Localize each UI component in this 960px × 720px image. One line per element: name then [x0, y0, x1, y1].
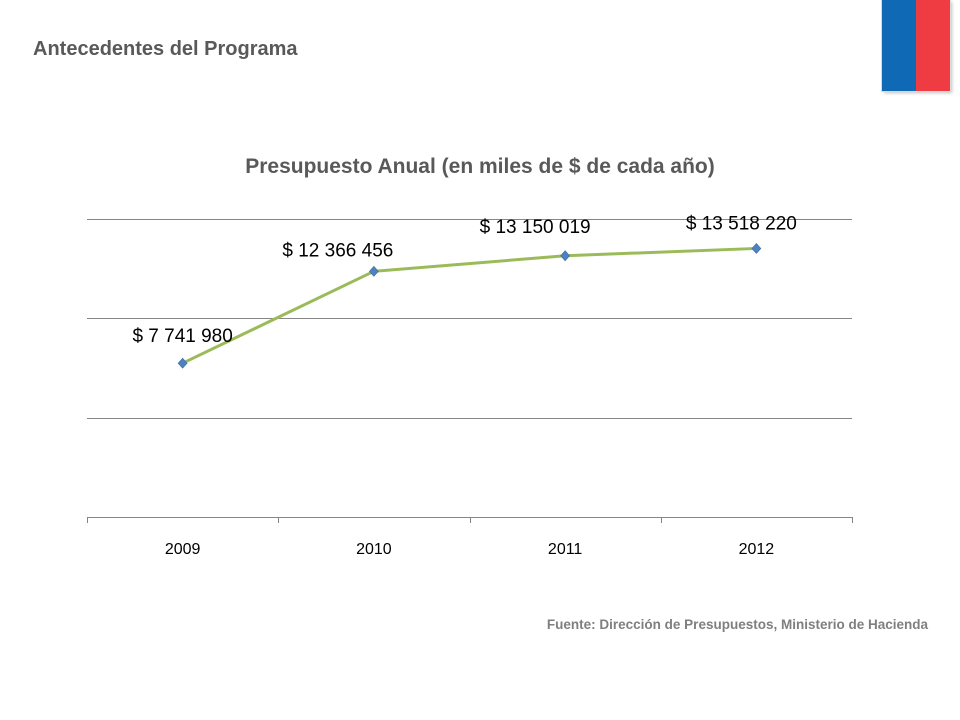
x-axis: 2009 2010 2011 2012 [87, 517, 853, 558]
data-point-marker [751, 242, 762, 254]
data-point-marker [177, 357, 188, 369]
data-label: $ 13 518 220 [686, 213, 797, 234]
data-labels: $ 7 741 980 $ 12 366 456 $ 13 150 019 $ 13 … [132, 213, 796, 347]
x-tick-label: 2012 [739, 541, 775, 558]
source-note: Fuente: Dirección de Presupuestos, Minis… [546, 617, 928, 632]
series-line [181, 246, 757, 365]
x-tick-label: 2010 [356, 541, 392, 558]
series-line-group [177, 242, 762, 369]
flag-blue-stripe [882, 0, 916, 91]
data-point-marker [560, 250, 571, 262]
x-tick-label: 2011 [548, 541, 583, 558]
data-label: $ 7 741 980 [132, 326, 232, 347]
x-tick-label: 2009 [165, 541, 201, 558]
data-point-marker [368, 265, 379, 277]
data-label: $ 13 150 019 [480, 217, 591, 238]
gridlines [87, 219, 852, 419]
chile-flag-logo [882, 0, 950, 91]
data-label: $ 12 366 456 [282, 240, 393, 261]
page-title: Antecedentes del Programa [33, 38, 298, 60]
chart-title: Presupuesto Anual (en miles de $ de cada… [245, 155, 715, 178]
flag-red-stripe [916, 0, 950, 91]
